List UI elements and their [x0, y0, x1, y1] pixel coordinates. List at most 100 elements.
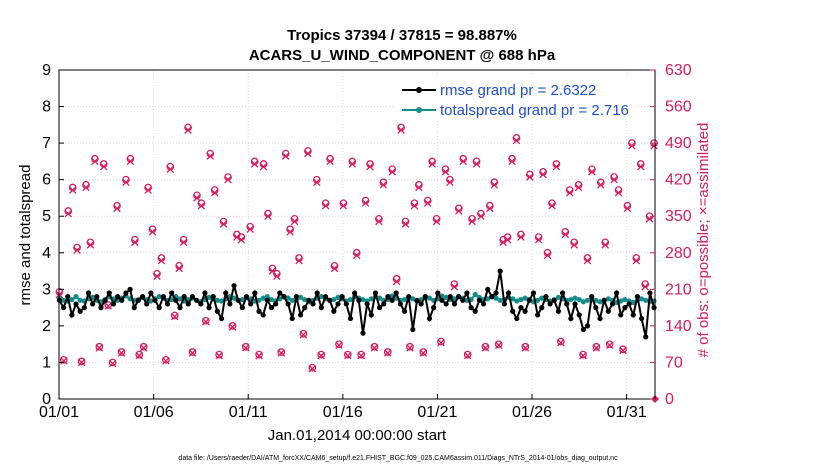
rmse-point	[252, 290, 258, 296]
obs-possible-marker	[95, 342, 104, 351]
totalspread-point	[572, 295, 578, 301]
rmse-point	[256, 308, 262, 314]
obs-assimilated-marker	[641, 282, 649, 291]
footnote: data file: /Users/raeder/DAI/ATM_forcXX/…	[178, 455, 618, 462]
rmse-point	[81, 305, 87, 311]
obs-assimilated-marker	[210, 188, 219, 197]
obs-assimilated-marker	[317, 351, 325, 360]
obs-assimilated-marker	[486, 204, 494, 213]
rmse-point	[322, 294, 329, 300]
rmse-point	[414, 297, 420, 303]
series-lines	[56, 268, 657, 340]
obs-assimilated-marker	[534, 235, 543, 244]
rmse-point	[614, 290, 620, 296]
y-right-tick-label: 210	[665, 281, 692, 298]
rmse-point	[264, 297, 270, 303]
rmse-point	[476, 297, 482, 303]
rmse-point	[98, 305, 104, 311]
obs-assimilated-marker	[543, 251, 552, 260]
obs-assimilated-marker	[339, 202, 348, 210]
obs-assimilated-marker	[366, 162, 374, 171]
rmse-point	[468, 305, 474, 311]
rmse-point	[243, 294, 250, 300]
rmse-point	[618, 312, 624, 318]
obs-assimilated-marker	[246, 225, 254, 234]
rmse-point	[493, 290, 499, 296]
obs-assimilated-marker	[184, 126, 192, 134]
obs-assimilated-marker	[610, 175, 618, 184]
rmse-point	[148, 290, 154, 296]
rmse-point	[69, 312, 75, 318]
rmse-point	[60, 305, 67, 311]
x-tick-label: 01/06	[134, 404, 174, 421]
legend: rmse grand pr = 2.6322 totalspread grand…	[395, 76, 635, 120]
rmse-point	[651, 305, 657, 311]
rmse-point	[248, 301, 254, 307]
obs-assimilated-marker	[91, 157, 99, 166]
obs-assimilated-marker	[219, 220, 228, 228]
totalspread-point	[260, 295, 266, 301]
y-right-tick-label: 490	[665, 135, 692, 152]
totalspread-point	[297, 294, 304, 300]
obs-assimilated-marker	[592, 344, 601, 352]
rmse-point	[356, 297, 362, 303]
x-axis-label: Jan.01,2014 00:00:00 start	[268, 427, 447, 444]
rmse-point	[231, 283, 237, 289]
rmse-point	[65, 294, 71, 300]
rmse-point	[281, 294, 287, 300]
totalspread-point	[426, 295, 433, 301]
totalspread-point	[605, 296, 611, 302]
rmse-point	[406, 294, 412, 300]
rmse-point	[439, 297, 445, 303]
rmse-point	[497, 268, 503, 274]
rmse-point	[393, 290, 399, 296]
obs-assimilated-marker	[206, 152, 215, 160]
rmse-point	[177, 305, 183, 311]
rmse-point	[647, 290, 653, 296]
obs-assimilated-marker	[68, 186, 77, 194]
legend-spread-marker	[416, 107, 422, 113]
rmse-point	[368, 312, 374, 318]
rmse-point	[418, 301, 424, 307]
obs-assimilated-marker	[588, 168, 596, 176]
rmse-point	[634, 294, 641, 300]
obs-assimilated-marker	[357, 351, 365, 360]
rmse-point	[169, 290, 175, 296]
obs-assimilated-marker	[344, 351, 352, 360]
obs-assimilated-marker	[605, 341, 614, 349]
rmse-point	[460, 297, 466, 303]
obs-assimilated-marker	[397, 126, 405, 134]
obs-possible-marker	[77, 357, 86, 366]
obs-assimilated-marker	[450, 282, 459, 291]
y-left-axis-ticks: 0 1 2 3 4 5 6 7 8 9	[42, 62, 64, 408]
x-tick-label: 01/01	[39, 404, 79, 421]
rmse-point	[144, 301, 150, 307]
obs-possible-marker	[201, 316, 210, 325]
obs-assimilated-marker	[224, 175, 232, 184]
obs-assimilated-marker	[623, 204, 632, 213]
obs-assimilated-marker	[104, 302, 112, 310]
rmse-point	[580, 326, 586, 333]
obs-assimilated-marker	[99, 162, 108, 171]
rmse-point	[160, 294, 166, 300]
obs-assimilated-marker	[570, 241, 578, 249]
rmse-point	[185, 301, 191, 307]
obs-assimilated-marker	[490, 181, 499, 189]
obs-assimilated-marker	[237, 235, 246, 244]
obs-possible-marker	[188, 348, 197, 356]
obs-assimilated-marker	[512, 136, 521, 145]
rmse-point	[626, 301, 632, 307]
y-left-tick-label: 4	[42, 245, 51, 262]
totalspread-point	[493, 295, 499, 301]
rmse-point	[576, 312, 582, 318]
rmse-point	[181, 294, 187, 300]
obs-assimilated-marker	[290, 217, 299, 226]
y-left-tick-label: 0	[42, 391, 51, 408]
rmse-point	[289, 315, 295, 322]
rmse-point	[601, 297, 607, 303]
obs-possible-marker	[481, 342, 490, 351]
x-tick-label: 01/26	[512, 404, 552, 421]
totalspread-point	[401, 296, 408, 303]
rmse-point	[555, 308, 562, 314]
obs-assimilated-marker	[401, 220, 410, 228]
